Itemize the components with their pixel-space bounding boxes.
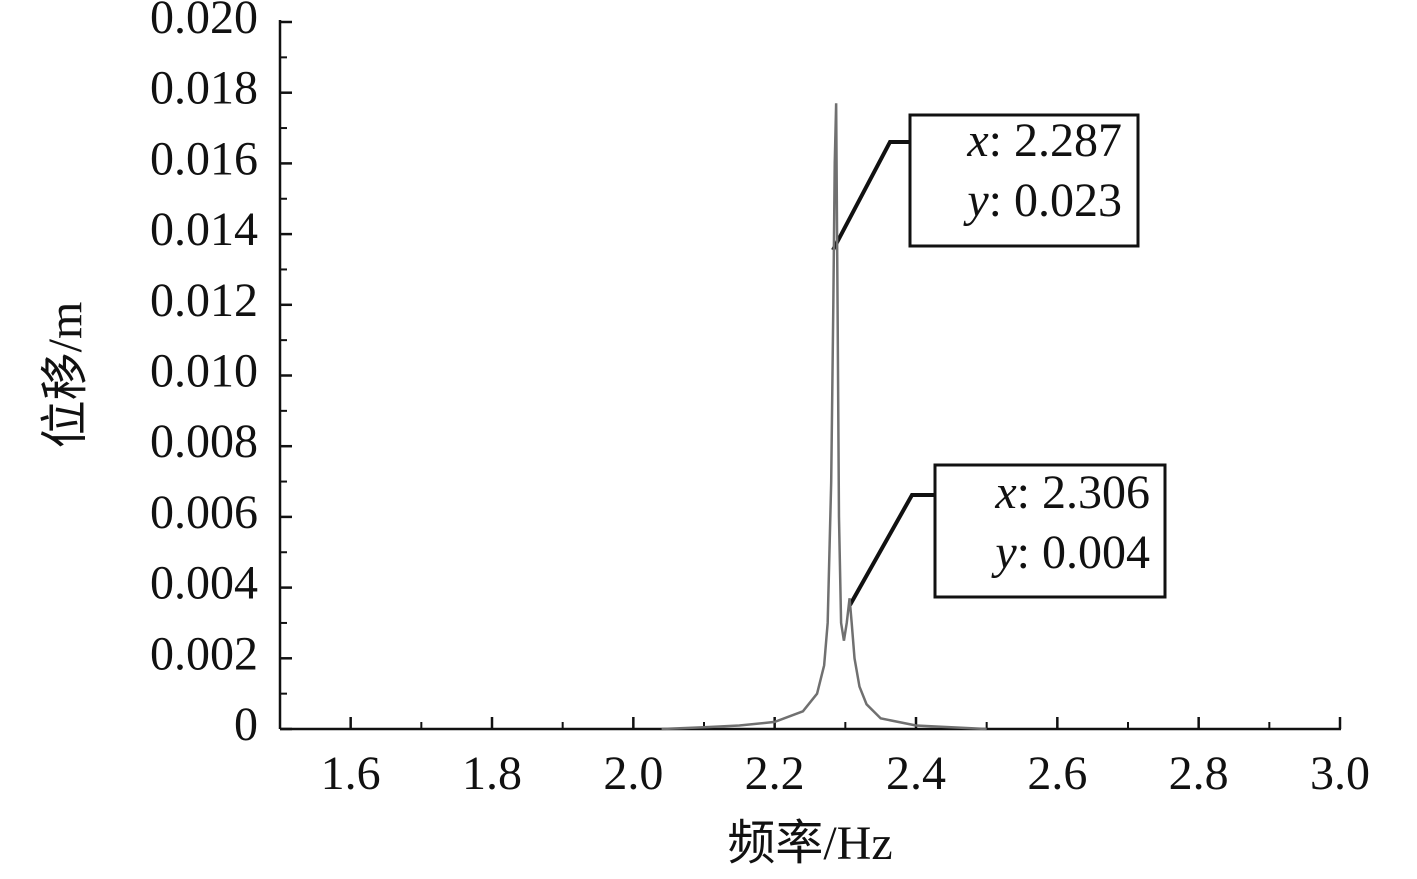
y-tick-label: 0.004 [150,557,258,610]
data-line [661,103,987,731]
y-tick-label: 0.012 [150,274,258,327]
x-tick-label: 2.8 [1169,747,1229,800]
annotation-box [933,463,1167,599]
y-tick-label: 0.018 [150,62,258,115]
x-axis-label: 频率/Hz [727,817,892,870]
y-tick-label: 0.016 [150,132,258,185]
annotation-text: x: 2.306 [994,466,1150,519]
leader-line [848,493,935,606]
y-tick-label: 0.006 [150,486,258,539]
x-tick-label: 2.6 [1027,747,1087,800]
annotation-text: y: 0.023 [962,174,1122,227]
x-tick-label: 2.2 [745,747,805,800]
x-tick-label: 3.0 [1310,747,1370,800]
x-tick-label: 2.4 [886,747,946,800]
x-tick-label: 1.6 [321,747,381,800]
annotation-text: x: 2.287 [966,114,1122,167]
y-tick-label: 0.002 [150,627,258,680]
y-tick-label: 0.010 [150,345,258,398]
y-tick-label: 0.014 [150,203,258,256]
leader-line [831,140,910,251]
y-tick-label: 0 [234,698,258,751]
annotation-box [908,113,1140,248]
annotation-text: y: 0.004 [990,526,1150,579]
y-tick-label: 0.020 [150,0,258,44]
y-tick-label: 0.008 [150,415,258,468]
x-tick-label: 2.0 [603,747,663,800]
y-axis-label: 位移/m [39,302,92,449]
x-tick-label: 1.8 [462,747,522,800]
